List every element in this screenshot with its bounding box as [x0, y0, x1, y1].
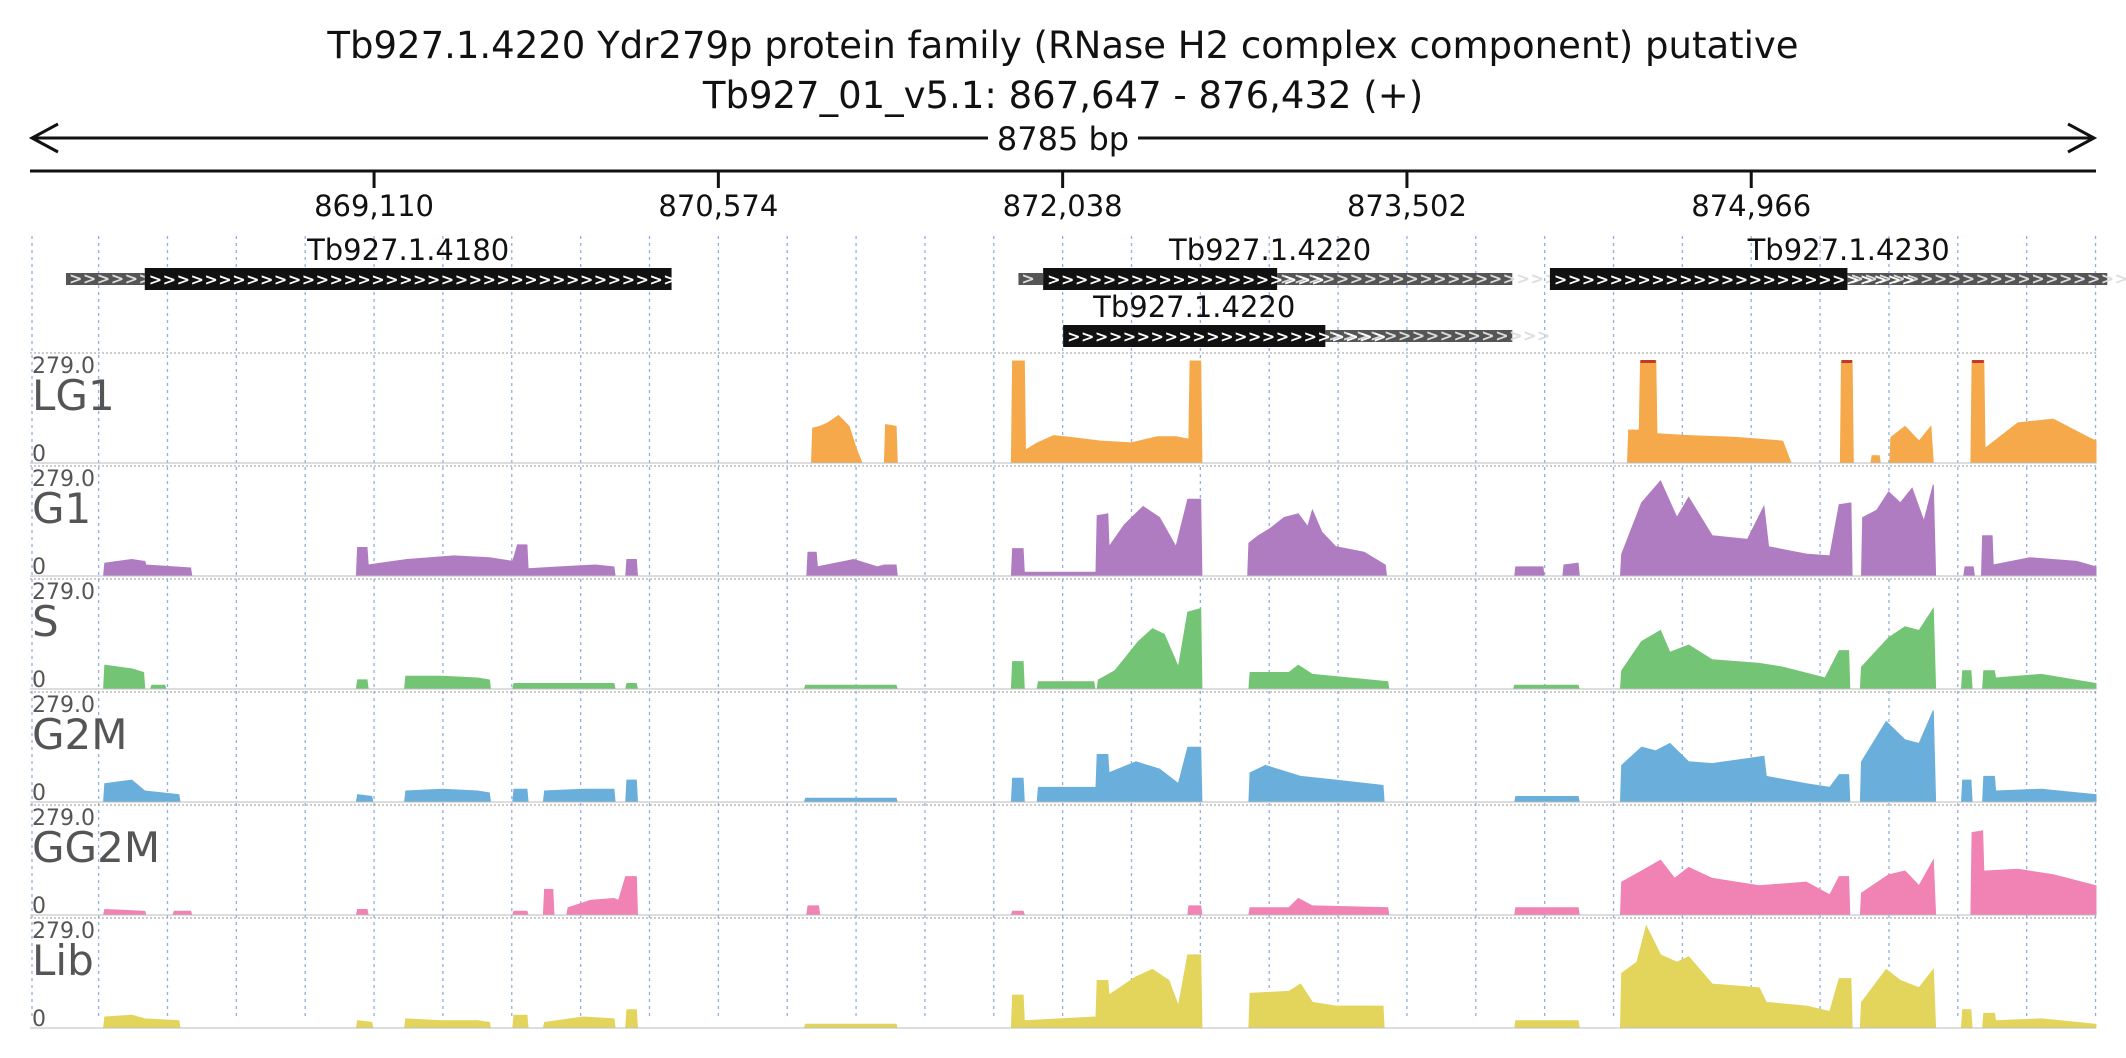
strand-arrows: >>>>>>>>>>>>>>>>>>>> [1047, 270, 1325, 289]
track-min-label: 0 [32, 894, 46, 919]
strand-arrows: >>>>>>>>>>>>>>>>>>>>>>> [1067, 327, 1387, 346]
region-coordinates: Tb927_01_v5.1: 867,647 - 876,432 (+) [702, 74, 1423, 117]
clip-marker [1972, 360, 1984, 363]
coverage-area [30, 924, 2097, 1029]
coverage-area [30, 479, 2097, 577]
strand-arrows: > [1021, 269, 1035, 288]
track-name: S [32, 597, 59, 646]
gene-utr [1325, 330, 1513, 342]
gene-label: Tb927.1.4220 [1168, 233, 1371, 267]
track-max-label: 279.0 [32, 580, 95, 605]
track-max-label: 279.0 [32, 919, 95, 944]
strand-arrows: >>>>>> [69, 269, 152, 288]
coverage-track-s: 279.0S 0 [30, 578, 2097, 693]
gene-label: Tb927.1.4230 [1747, 233, 1950, 267]
gene-utr [1277, 273, 1513, 285]
gene-model: >>>>>>>>>>>>>>>>>>>>>>>>>>>>>>>>>>>>>>>>… [65, 233, 803, 290]
gene-cds [1043, 268, 1278, 290]
coordinate-ruler: 869,110 870,574 872,038 873,502 874,966 [30, 169, 2096, 223]
span-arrow: 8785 bp [28, 118, 2098, 158]
strand-arrows: >>>>>>>>>>>>>>>> [1328, 326, 1551, 345]
strand-arrows: >>>>>>>>>>>>>>>>>>>>>>>>>>>>>>>>>>>>>>>>… [149, 270, 803, 289]
track-name: LG1 [32, 371, 115, 420]
track-min-label: 0 [32, 1007, 46, 1032]
track-name: Lib [32, 936, 94, 985]
gene-utr [65, 273, 145, 285]
track-max-label: 279.0 [32, 806, 95, 831]
track-name: GG2M [32, 823, 160, 872]
gene-model: >>>>>>>>>>>>>>>>>>>>>>>>>>>>>>>>>>>>>>>>… [1018, 233, 1558, 290]
track-min-label: 0 [32, 781, 46, 806]
span-length-label: 8785 bp [997, 120, 1129, 158]
gene-track: >>>>>>>>>>>>>>>>>>>>>>>>>>>>>>>>>>>>>>>>… [65, 233, 2126, 347]
track-min-label: 0 [32, 555, 46, 580]
gene-model: >>>>>>>>>>>>>>>>>>>>>>>>>>>>>>>>>>>>>>>>… [1549, 233, 2126, 290]
track-max-label: 279.0 [32, 354, 95, 379]
track-min-label: 0 [32, 668, 46, 693]
clip-marker [1841, 360, 1853, 363]
gene-utr [1018, 273, 1044, 285]
gene-cds [1549, 268, 1848, 290]
clip-marker [1640, 360, 1656, 363]
gene-label: Tb927.1.4220 [1092, 290, 1295, 324]
ruler-tick-label: 873,502 [1347, 189, 1467, 223]
ruler-tick-label: 870,574 [658, 189, 778, 223]
region-title: Tb927.1.4220 Ydr279p protein family (RNa… [326, 24, 1798, 67]
track-name: G2M [32, 710, 128, 759]
strand-arrows: >>>>>>>>>>>>>>>>>>>> [1280, 269, 1558, 288]
ruler-tick-label: 872,038 [1003, 189, 1123, 223]
gene-label: Tb927.1.4180 [306, 233, 509, 267]
grid-lines [31, 236, 2097, 1020]
track-max-label: 279.0 [32, 693, 95, 718]
track-name: G1 [32, 484, 91, 533]
strand-arrows: >>>>>>>>>>>>>>>>>>>>>>> [1850, 269, 2126, 288]
coverage-track-g1: 279.0G1 0 [30, 465, 2097, 580]
ruler-tick-label: 874,966 [1691, 189, 1811, 223]
coverage-area [30, 360, 2097, 464]
gene-model: >>>>>>>>>>>>>>>>>>>>>>>>>>>>>>>>>>>>>>> T… [1063, 290, 1551, 347]
ruler-tick-label: 869,110 [314, 189, 434, 223]
gene-cds [144, 268, 672, 290]
track-min-label: 0 [32, 442, 46, 467]
coverage-area [30, 710, 2097, 803]
coverage-tracks: 279.0LG10279.0G10279.0S0279.0G2M0279.0GG… [30, 352, 2097, 1032]
track-max-label: 279.0 [32, 467, 95, 492]
strand-arrows: >>>>>>>>>>>>>>>>>>>>>>>>>> [1554, 270, 1916, 289]
gene-utr [1847, 273, 2108, 285]
coverage-area [30, 606, 2097, 690]
gene-cds [1063, 325, 1326, 347]
